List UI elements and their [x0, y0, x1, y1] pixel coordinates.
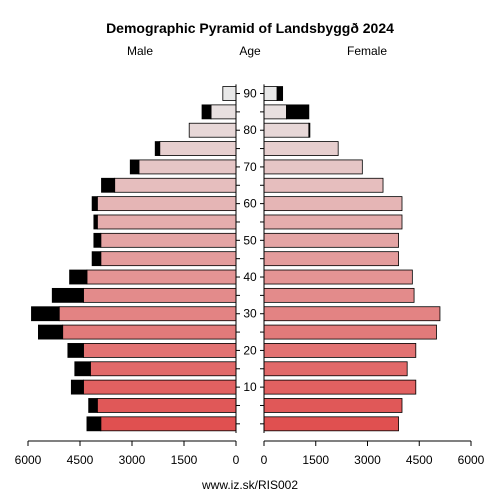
age-tick-label: 10	[243, 380, 257, 394]
male-x-tick-label: 3000	[119, 453, 146, 467]
male-bar-25-29	[62, 324, 237, 340]
male-extra-bar-30-34	[31, 306, 60, 322]
age-tick-label: 80	[243, 123, 257, 137]
female-bar-60-64	[263, 196, 403, 212]
age-tick-label: 90	[243, 87, 257, 101]
male-extra-bar-20-24	[67, 343, 84, 358]
footer-url: www.iz.sk/RIS002	[201, 478, 298, 492]
female-x-tick-label: 4500	[406, 453, 433, 467]
female-x-tick-label: 3000	[354, 453, 381, 467]
age-tick-label: 60	[243, 197, 257, 211]
male-extra-bar-60-64	[91, 196, 98, 212]
female-bar-65-69	[263, 177, 384, 193]
male-bar-60-64	[96, 196, 237, 212]
male-extra-bar-75-79	[154, 141, 161, 156]
female-bar-35-39	[263, 287, 415, 303]
female-bar-40-44	[263, 269, 413, 285]
male-extra-bar-40-44	[69, 269, 88, 285]
male-bar-10-14	[83, 379, 237, 395]
male-bar-5-9	[96, 398, 237, 413]
male-bar-85-89	[210, 104, 237, 120]
age-tick-label: 70	[243, 160, 257, 174]
male-bar-15-19	[90, 361, 237, 377]
female-bar-80-84	[263, 122, 310, 138]
male-bar-0-4	[100, 416, 237, 432]
age-tick-label: 30	[243, 307, 257, 321]
male-bar-75-79	[159, 141, 237, 156]
female-label: Female	[347, 44, 387, 58]
female-bar-90+	[263, 86, 278, 101]
female-bar-0-4	[263, 416, 399, 432]
chart-title: Demographic Pyramid of Landsbyggð 2024	[106, 20, 394, 36]
female-x-tick-label: 6000	[458, 453, 485, 467]
male-bar-65-69	[114, 177, 237, 193]
female-extra-bar-80-84	[308, 122, 311, 138]
female-bar-5-9	[263, 398, 403, 413]
male-x-tick-label: 1500	[171, 453, 198, 467]
male-extra-bar-65-69	[101, 177, 116, 193]
female-bar-10-14	[263, 379, 417, 395]
male-bar-40-44	[86, 269, 237, 285]
male-bar-45-49	[100, 251, 237, 267]
male-label: Male	[127, 44, 153, 58]
male-extra-bar-10-14	[70, 379, 84, 395]
age-tick-label: 20	[243, 343, 257, 357]
male-bar-80-84	[188, 122, 237, 138]
male-x-tick-label: 4500	[67, 453, 94, 467]
male-bar-55-59	[96, 214, 237, 230]
female-extra-bar-85-89	[286, 104, 310, 120]
male-extra-bar-0-4	[86, 416, 102, 432]
male-bar-35-39	[83, 287, 237, 303]
male-extra-bar-25-29	[38, 324, 64, 340]
female-bar-50-54	[263, 232, 399, 248]
female-bar-20-24	[263, 343, 417, 358]
age-tick-label: 50	[243, 233, 257, 247]
female-x-tick-label: 0	[261, 453, 268, 467]
male-x-tick-label: 6000	[15, 453, 42, 467]
axes-group: 10 20 30 40 50 60 70 80 90 6000 4500 3000 1500 0 0 1500…	[15, 84, 485, 467]
male-extra-bar-55-59	[93, 214, 98, 230]
female-bar-25-29	[263, 324, 437, 340]
male-extra-bar-50-54	[93, 232, 102, 248]
male-bar-70-74	[138, 159, 237, 175]
age-label: Age	[239, 44, 261, 58]
female-x-tick-label: 1500	[302, 453, 329, 467]
female-bar-15-19	[263, 361, 408, 377]
male-bar-50-54	[100, 232, 237, 248]
male-extra-bar-5-9	[88, 398, 98, 413]
male-extra-bar-15-19	[74, 361, 91, 377]
male-extra-bar-45-49	[91, 251, 102, 267]
male-bar-20-24	[83, 343, 237, 358]
female-extra-bar-90+	[276, 86, 284, 101]
male-extra-bar-35-39	[51, 287, 84, 303]
male-bar-90+	[222, 86, 237, 101]
bars-group	[31, 86, 441, 432]
male-bar-30-34	[58, 306, 237, 322]
male-extra-bar-70-74	[129, 159, 140, 175]
female-bar-30-34	[263, 306, 441, 322]
female-bar-75-79	[263, 141, 339, 156]
female-bar-45-49	[263, 251, 399, 267]
age-tick-label: 40	[243, 270, 257, 284]
male-x-tick-label: 0	[233, 453, 240, 467]
female-bar-70-74	[263, 159, 363, 175]
female-bar-55-59	[263, 214, 403, 230]
male-extra-bar-85-89	[201, 104, 212, 120]
female-bar-85-89	[263, 104, 287, 120]
